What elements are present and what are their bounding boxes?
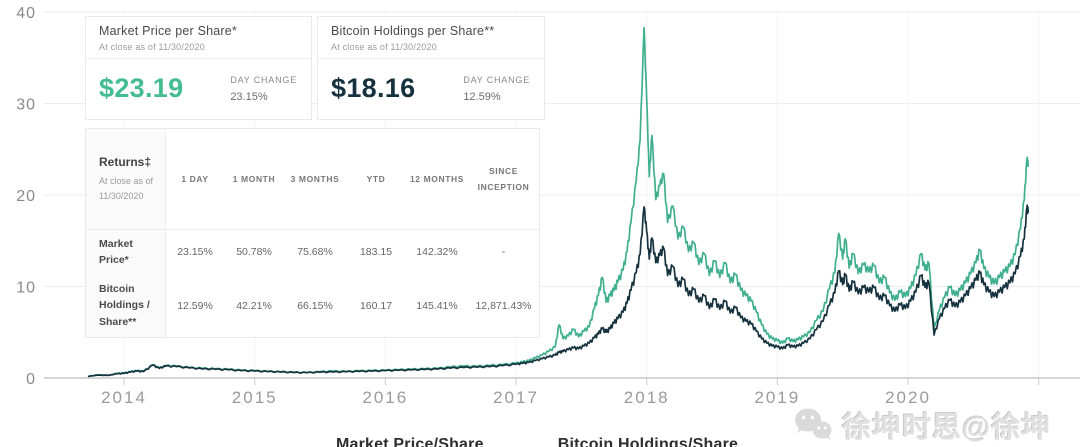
cell-value: 12.59% (177, 299, 213, 312)
cell-value: 23.15% (177, 246, 213, 258)
table-row-bitcoin-holdings: Bitcoin Holdings / Share** 12.59% 42.21%… (86, 274, 539, 337)
legend-label: Bitcoin Holdings/Share (557, 436, 739, 447)
y-axis-label: 30 (16, 97, 36, 114)
column-header-1month: 1 MONTH (232, 173, 276, 184)
column-header-ytd: YTD (366, 173, 386, 184)
day-change-value: 23.15% (230, 90, 268, 103)
market-price-value: $23.19 (99, 73, 184, 103)
day-change-block: DAY CHANGE 12.59% (463, 75, 530, 103)
column-header-12months: 12 MONTHS (409, 173, 465, 184)
table-row-market-price: Market Price* 23.15% 50.78% 75.68% 183.1… (86, 230, 539, 274)
card-as-of: At close as of 11/30/2020 (99, 42, 205, 52)
legend-label: Market Price/Share (336, 436, 484, 447)
x-axis-label: 2017 (493, 388, 539, 407)
cell-value: 50.78% (236, 246, 272, 258)
wechat-icon (795, 408, 832, 440)
day-change-block: DAY CHANGE 23.15% (230, 75, 297, 103)
card-title: Bitcoin Holdings per Share** (331, 24, 495, 38)
cell-value: - (501, 246, 506, 258)
day-change-label: DAY CHANGE (230, 74, 297, 85)
x-axis-label: 2014 (101, 388, 147, 407)
card-body: $18.16 DAY CHANGE 12.59% (318, 59, 544, 118)
cell-value: 142.32% (416, 246, 458, 258)
y-axis-label: 10 (16, 280, 36, 297)
returns-table-header-row: Returns‡ At close as of 11/30/2020 1 DAY… (86, 129, 539, 230)
cell-value: 12,871.43% (475, 299, 532, 312)
cell-value: 66.15% (297, 299, 333, 312)
y-axis-label: 20 (16, 188, 36, 205)
returns-as-of: At close as of 11/30/2020 (99, 174, 153, 203)
column-header-3months: 3 MONTHS (290, 173, 340, 184)
column-header-since-inception: SINCE INCEPTION (477, 165, 530, 192)
card-header: Bitcoin Holdings per Share** At close as… (318, 17, 544, 59)
y-axis-label: 40 (16, 5, 36, 22)
card-title: Market Price per Share* (99, 24, 237, 38)
returns-as-of-line1: At close as of (99, 176, 154, 187)
x-axis-label: 2020 (885, 388, 931, 407)
bitcoin-holdings-card: Bitcoin Holdings per Share** At close as… (317, 16, 545, 120)
card-body: $23.19 DAY CHANGE 23.15% (86, 59, 311, 118)
cell-value: 75.68% (297, 246, 333, 258)
card-as-of: At close as of 11/30/2020 (331, 42, 437, 52)
y-axis-label: 0 (26, 371, 36, 388)
watermark: 徐坤时思@徐坤 (792, 404, 1051, 446)
column-header-1day: 1 DAY (181, 173, 209, 184)
x-axis-label: 2015 (232, 388, 278, 407)
x-axis-label: 2019 (754, 388, 800, 407)
day-change-label: DAY CHANGE (463, 74, 530, 85)
cell-value: 183.15 (359, 246, 393, 258)
cell-value: 145.41% (416, 299, 458, 312)
day-change-value: 12.59% (463, 90, 501, 103)
returns-table: Returns‡ At close as of 11/30/2020 1 DAY… (85, 128, 540, 338)
bitcoin-holdings-line (87, 204, 1030, 378)
returns-as-of-line2: 11/30/2020 (99, 190, 144, 201)
legend-item-bitcoin-holdings: Bitcoin Holdings/Share (522, 436, 738, 447)
bitcoin-holdings-value: $18.16 (331, 73, 416, 103)
x-axis-label: 2016 (362, 388, 408, 407)
row-label: Bitcoin Holdings / Share** (86, 274, 166, 337)
market-price-card: Market Price per Share* At close as of 1… (85, 16, 312, 120)
legend-item-market-price: Market Price/Share (300, 436, 484, 447)
card-header: Market Price per Share* At close as of 1… (86, 17, 311, 59)
returns-title: Returns‡ (99, 155, 152, 170)
x-axis-label: 2018 (624, 388, 670, 407)
cell-value: 160.17 (359, 299, 393, 312)
chart-legend: Market Price/Share Bitcoin Holdings/Shar… (300, 436, 738, 447)
row-label: Market Price* (86, 230, 166, 274)
returns-title-cell: Returns‡ At close as of 11/30/2020 (86, 129, 166, 229)
watermark-text: 徐坤时思@徐坤 (842, 412, 1052, 444)
cell-value: 42.21% (236, 299, 272, 312)
